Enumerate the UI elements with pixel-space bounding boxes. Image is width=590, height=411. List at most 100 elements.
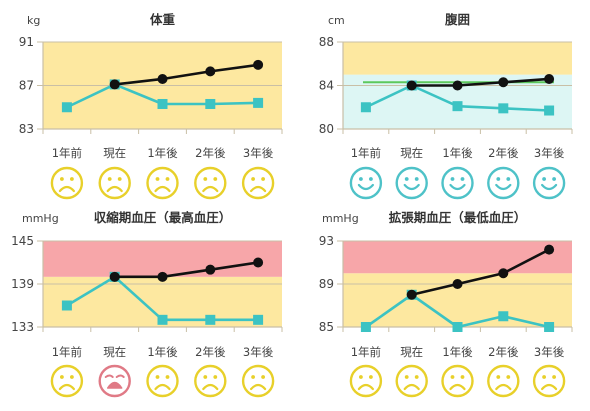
series-line — [411, 248, 550, 297]
face-mouth — [154, 185, 171, 193]
data-point — [360, 322, 371, 332]
range-band-2 — [343, 241, 572, 274]
face-eye — [165, 177, 170, 181]
face-eye — [115, 374, 125, 378]
series-1 — [109, 257, 264, 282]
sad-face-icon-4 — [194, 364, 227, 398]
y-tick-label: 84 — [319, 79, 334, 93]
data-point — [406, 80, 417, 91]
crying-face-icon-2 — [98, 364, 131, 398]
face-mouth — [58, 383, 75, 391]
face-eye — [261, 375, 265, 379]
data-point — [452, 101, 463, 112]
chart-title: 収縮期血圧（最高血圧） — [94, 210, 232, 225]
x-tick-label: 1年後 — [442, 146, 473, 160]
face-eye — [261, 177, 265, 181]
face-eye — [506, 375, 511, 379]
data-point — [406, 289, 417, 300]
face-eye — [165, 375, 170, 379]
face-eye — [542, 177, 546, 181]
chart-1: 83 87 91 体重 kg 1年前 現在 1年後 2年後 3年後 — [19, 12, 283, 200]
face-eye — [251, 177, 256, 181]
y-tick-label: 88 — [319, 35, 334, 49]
x-tick-label: 1年前 — [351, 146, 381, 160]
face-eye — [450, 177, 455, 181]
face-eye — [70, 177, 74, 181]
face-mouth — [250, 185, 267, 193]
data-point — [205, 314, 216, 325]
unit-label: kg — [27, 14, 40, 27]
face-eye — [496, 375, 501, 379]
face-eye — [450, 375, 455, 379]
data-point — [157, 73, 168, 84]
sad-face-icon-1 — [50, 166, 84, 200]
face-outline — [441, 166, 474, 200]
x-tick-label: 2年後 — [195, 345, 226, 359]
face-eye — [414, 177, 419, 181]
chart-title: 体重 — [150, 12, 176, 27]
face-eye — [359, 177, 363, 181]
unit-label: cm — [328, 14, 345, 27]
face-mouth — [154, 383, 171, 391]
face-eye — [60, 375, 64, 379]
data-point — [452, 279, 463, 289]
x-tick-label: 3年後 — [243, 345, 274, 359]
face-eye — [506, 177, 511, 181]
face-eye — [70, 375, 74, 379]
data-point — [452, 80, 463, 91]
face-eye — [552, 177, 556, 181]
sad-face-icon-3 — [146, 364, 179, 398]
face-mouth — [58, 185, 75, 193]
happy-face-icon-5 — [532, 166, 566, 200]
series-1 — [406, 73, 555, 91]
data-point — [498, 77, 509, 88]
face-outline — [487, 166, 520, 200]
data-point — [544, 105, 555, 116]
happy-face-icon-1 — [349, 166, 383, 200]
face-mouth — [449, 183, 466, 191]
face-outline — [98, 364, 131, 398]
data-point — [544, 244, 555, 255]
happy-face-icon-3 — [441, 166, 474, 200]
y-tick-label: 89 — [319, 277, 334, 291]
data-point — [205, 264, 216, 275]
x-tick-label: 1年後 — [442, 345, 473, 359]
face-eye — [213, 177, 218, 181]
face-mouth — [250, 383, 267, 391]
data-point — [498, 103, 509, 114]
x-tick-label: 3年後 — [534, 345, 565, 359]
chart-3: 133 139 145 収縮期血圧（最高血圧） mmHg 1年前 現在 1年後 2年後 3年後 — [11, 210, 283, 398]
face-mouth — [202, 383, 219, 391]
x-tick-label: 現在 — [103, 345, 126, 359]
face-eye — [404, 177, 409, 181]
series-1 — [406, 244, 555, 300]
unit-label: mmHg — [322, 212, 359, 225]
face-outline — [241, 166, 275, 200]
y-tick-label: 93 — [319, 234, 334, 248]
sad-face-icon-3 — [441, 364, 474, 398]
face-outline — [395, 166, 428, 200]
face-eye — [60, 177, 64, 181]
x-tick-label: 3年後 — [243, 146, 274, 160]
happy-face-icon-2 — [395, 166, 428, 200]
y-tick-label: 133 — [11, 320, 34, 334]
sad-face-icon-4 — [194, 166, 227, 200]
face-outline — [441, 364, 474, 398]
face-eye — [155, 375, 160, 379]
face-eye — [251, 375, 256, 379]
data-point — [253, 314, 264, 325]
data-point — [109, 79, 120, 90]
sad-face-icon-1 — [349, 364, 383, 398]
data-point — [205, 66, 216, 77]
face-mouth — [106, 381, 123, 389]
x-tick-label: 3年後 — [534, 146, 565, 160]
y-tick-label: 80 — [319, 122, 334, 136]
face-mouth — [403, 383, 420, 391]
series-line — [411, 77, 550, 87]
face-eye — [414, 375, 419, 379]
face-eye — [552, 375, 556, 379]
sad-face-icon-3 — [146, 166, 179, 200]
face-outline — [146, 364, 179, 398]
series-1 — [109, 59, 264, 90]
data-point — [109, 271, 120, 282]
